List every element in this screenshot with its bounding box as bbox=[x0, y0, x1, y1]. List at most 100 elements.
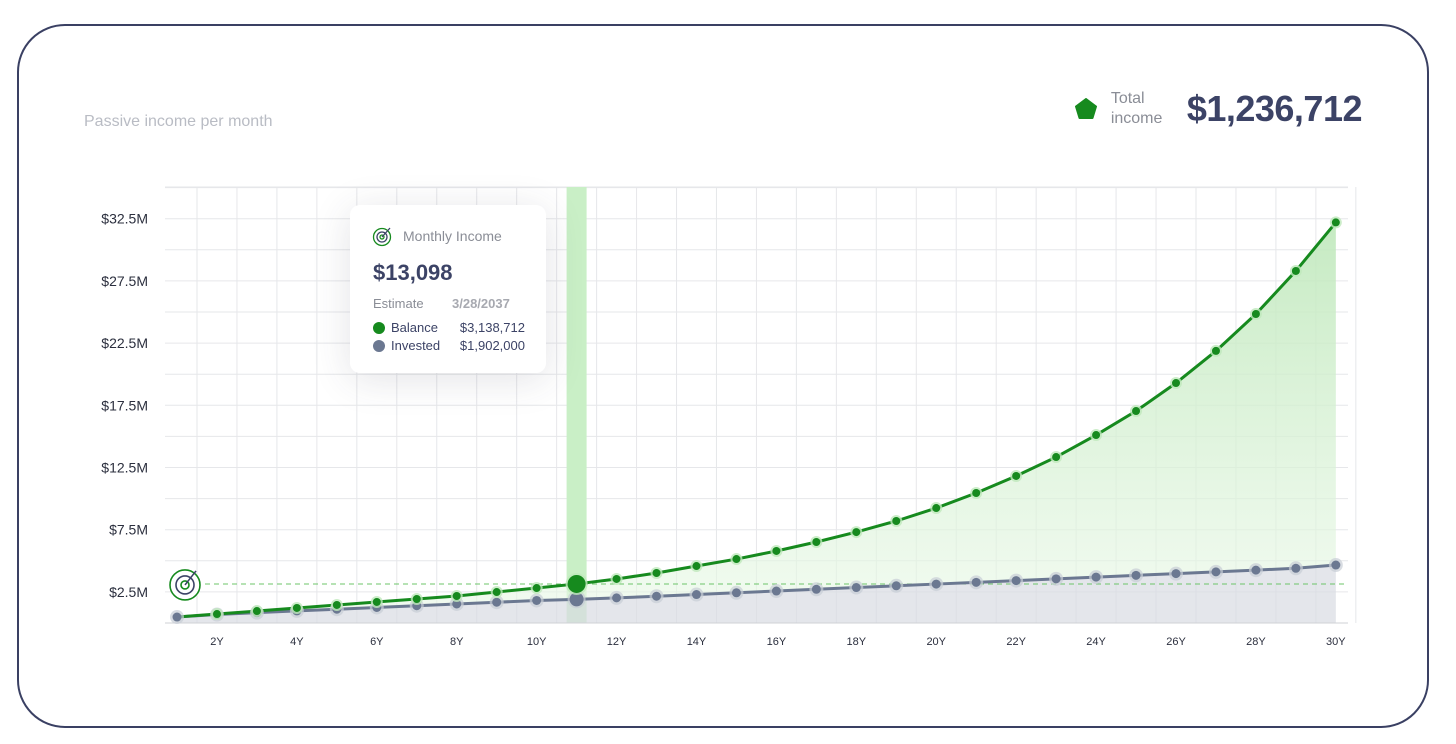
balance-point bbox=[1012, 471, 1021, 480]
y-tick-label: $17.5M bbox=[101, 397, 148, 413]
target-dart bbox=[184, 570, 197, 586]
pentagon-star-icon bbox=[1074, 98, 1097, 119]
balance-point bbox=[452, 592, 461, 601]
invested-point bbox=[1211, 567, 1221, 577]
tooltip-row-value: $3,138,712 bbox=[459, 320, 525, 335]
balance-point bbox=[292, 603, 301, 612]
balance-point bbox=[1172, 379, 1180, 388]
balance-point bbox=[412, 594, 421, 603]
target-ring bbox=[180, 580, 190, 590]
balance-point bbox=[932, 504, 941, 513]
x-tick-label: 20Y bbox=[926, 636, 946, 648]
x-tick-label: 30Y bbox=[1326, 636, 1346, 648]
balance-point bbox=[972, 489, 981, 498]
invested-point bbox=[691, 590, 701, 600]
target-icon bbox=[372, 227, 392, 247]
balance-point bbox=[1251, 309, 1260, 318]
x-tick-label: 6Y bbox=[370, 636, 384, 648]
invested-point bbox=[1331, 560, 1341, 570]
balance-dot-icon bbox=[373, 321, 385, 334]
x-tick-label: 18Y bbox=[847, 636, 867, 648]
total-label-line1: Total bbox=[1110, 90, 1145, 107]
total-income-label: Total income bbox=[1111, 89, 1173, 129]
y-tick-label: $27.5M bbox=[101, 273, 148, 289]
tooltip-row-value: $1,902,000 bbox=[459, 338, 525, 353]
balance-point bbox=[612, 574, 621, 583]
y-tick-label: $7.5M bbox=[109, 522, 148, 538]
balance-point bbox=[492, 588, 501, 597]
tooltip-header: Monthly Income bbox=[372, 225, 502, 247]
x-tick-label: 8Y bbox=[450, 636, 464, 648]
total-income: Total income $1,236,712 bbox=[1074, 88, 1363, 130]
x-tick-label: 24Y bbox=[1086, 636, 1106, 648]
invested-point bbox=[1051, 574, 1061, 584]
y-tick-label: $22.5M bbox=[101, 335, 148, 351]
balance-point bbox=[1211, 346, 1220, 355]
invested-point bbox=[1171, 569, 1181, 579]
balance-point bbox=[852, 528, 861, 537]
x-tick-label: 4Y bbox=[290, 636, 304, 648]
invested-point bbox=[811, 584, 821, 594]
target-icon bbox=[169, 569, 201, 601]
x-tick-label: 2Y bbox=[210, 636, 224, 648]
y-tick-label: $12.5M bbox=[101, 460, 148, 476]
x-tick-label: 14Y bbox=[687, 636, 707, 648]
invested-point bbox=[652, 591, 662, 601]
balance-area bbox=[177, 222, 1336, 618]
balance-point bbox=[1052, 453, 1061, 462]
tooltip-value: $13,098 bbox=[373, 260, 453, 285]
invested-point bbox=[172, 612, 182, 622]
balance-point bbox=[892, 516, 901, 525]
total-income-value: $1,236,712 bbox=[1186, 88, 1363, 129]
balance-point bbox=[567, 574, 586, 593]
invested-point bbox=[1011, 576, 1021, 586]
balance-point bbox=[772, 546, 781, 555]
balance-point bbox=[692, 562, 701, 571]
balance-point bbox=[732, 555, 741, 564]
total-label-line2: income bbox=[1110, 110, 1163, 127]
y-tick-label: $32.5M bbox=[101, 211, 148, 227]
invested-point bbox=[532, 595, 542, 605]
balance-point bbox=[532, 584, 541, 593]
invested-point bbox=[771, 586, 781, 596]
chart-subtitle: Passive income per month bbox=[84, 113, 273, 130]
tooltip-row-label: Balance bbox=[391, 320, 438, 335]
highlight-band bbox=[566, 187, 587, 623]
invested-point bbox=[1131, 570, 1141, 580]
invested-point bbox=[731, 588, 741, 598]
balance-line bbox=[176, 221, 1337, 619]
balance-point bbox=[1092, 431, 1101, 440]
invested-point bbox=[851, 583, 861, 593]
invested-point bbox=[1091, 572, 1101, 582]
balance-point bbox=[1331, 218, 1340, 227]
chart-tooltip: Monthly Income $13,098 Estimate 3/28/203… bbox=[350, 205, 546, 373]
invested-point bbox=[971, 577, 981, 587]
y-tick-label: $2.5M bbox=[109, 584, 148, 600]
balance-point bbox=[252, 607, 261, 616]
x-tick-label: 10Y bbox=[527, 636, 547, 648]
tooltip-row-balance: Balance $3,138,712 bbox=[373, 320, 525, 335]
invested-point bbox=[891, 581, 901, 591]
balance-point bbox=[1132, 407, 1141, 416]
invested-point bbox=[569, 592, 584, 607]
x-tick-label: 26Y bbox=[1166, 636, 1186, 648]
invested-point bbox=[1251, 565, 1261, 575]
tooltip-row-invested: Invested $1,902,000 bbox=[373, 338, 525, 353]
x-tick-label: 16Y bbox=[767, 636, 787, 648]
x-tick-label: 12Y bbox=[607, 636, 627, 648]
target-ring bbox=[175, 575, 195, 595]
tooltip-estimate-date: 3/28/2037 bbox=[452, 296, 510, 311]
x-tick-label: 22Y bbox=[1006, 636, 1026, 648]
balance-point bbox=[332, 600, 341, 609]
invested-dot-icon bbox=[373, 339, 385, 352]
x-tick-label: 28Y bbox=[1246, 636, 1266, 648]
tooltip-title: Monthly Income bbox=[403, 228, 502, 244]
invested-point bbox=[1291, 563, 1301, 573]
invested-point bbox=[931, 579, 941, 589]
tooltip-estimate-label: Estimate bbox=[373, 296, 424, 311]
balance-point bbox=[372, 597, 381, 606]
invested-point bbox=[492, 597, 502, 607]
tooltip-row-label: Invested bbox=[391, 338, 441, 353]
balance-point bbox=[652, 568, 661, 577]
